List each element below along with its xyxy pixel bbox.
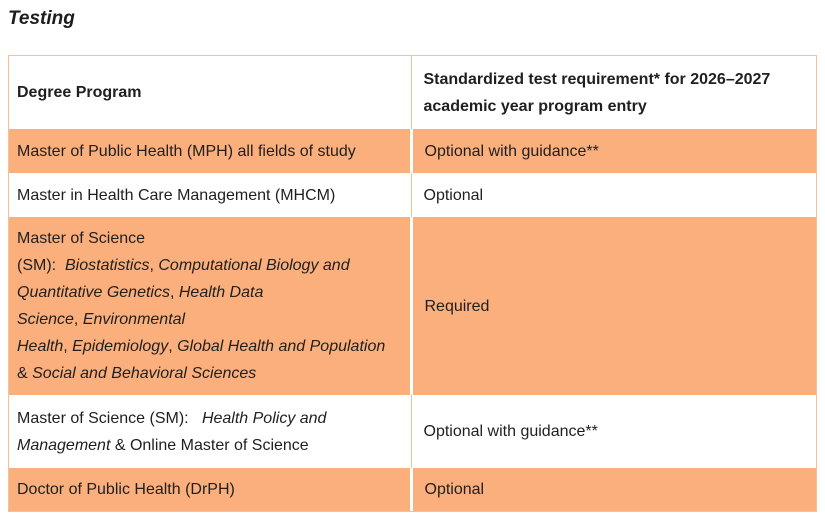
requirement-cell: Required	[411, 217, 816, 395]
requirements-table: Degree Program Standardized test require…	[9, 56, 816, 511]
program-cell: Master of Science (SM): Health Policy an…	[9, 395, 412, 468]
header-degree-program: Degree Program	[9, 56, 412, 129]
requirement-cell: Optional with guidance**	[411, 129, 816, 173]
page-title: Testing	[8, 8, 75, 29]
program-cell: Doctor of Public Health (DrPH)	[9, 468, 413, 511]
requirement-cell: Optional	[423, 186, 484, 204]
table-header-row: Degree Program Standardized test require…	[9, 56, 816, 129]
page: Testing Degree Program Standardized test…	[8, 8, 817, 512]
table-row-sm-required: Master of Science (SM): Biostatistics, Co…	[9, 217, 816, 395]
table-row-sm-optional: Master of Science (SM): Health Policy an…	[9, 395, 816, 468]
program-cell: Master of Public Health (MPH) all fields…	[9, 129, 413, 173]
table-row-mph: Master of Public Health (MPH) all fields…	[9, 129, 816, 173]
program-cell: Master of Science (SM): Biostatistics, Co…	[9, 217, 413, 395]
table-row-mhcm: Master in Health Care Management (MHCM) …	[9, 173, 816, 217]
requirement-cell: Optional	[411, 468, 816, 511]
requirement-cell: Optional with guidance**	[423, 423, 598, 440]
testing-table: Degree Program Standardized test require…	[8, 55, 817, 512]
program-cell: Master in Health Care Management (MHCM)	[9, 173, 412, 217]
table-row-drph: Doctor of Public Health (DrPH) Optional	[9, 468, 816, 511]
header-test-requirement: Standardized test requirement* for 2026–…	[411, 56, 816, 129]
